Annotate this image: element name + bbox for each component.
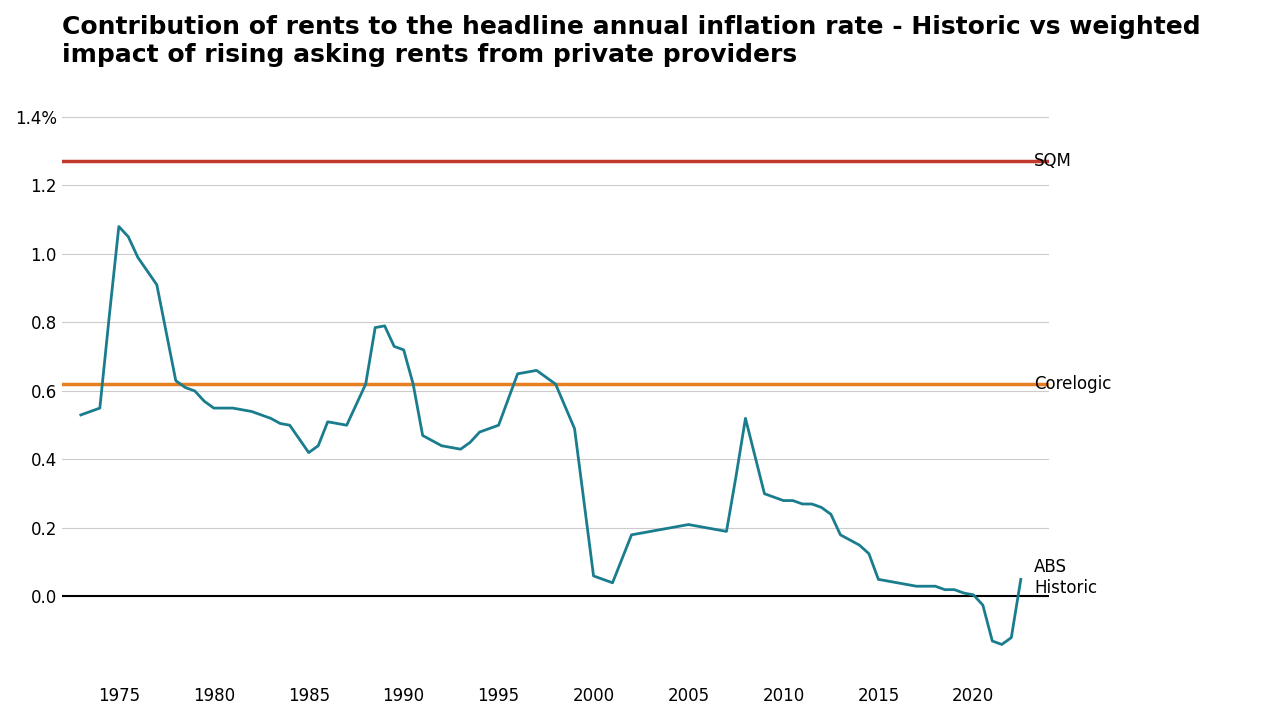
Text: ABS
Historic: ABS Historic xyxy=(1034,558,1097,597)
Text: SQM: SQM xyxy=(1034,153,1071,171)
Text: Contribution of rents to the headline annual inflation rate - Historic vs weight: Contribution of rents to the headline an… xyxy=(61,15,1201,67)
Text: Corelogic: Corelogic xyxy=(1034,375,1111,393)
